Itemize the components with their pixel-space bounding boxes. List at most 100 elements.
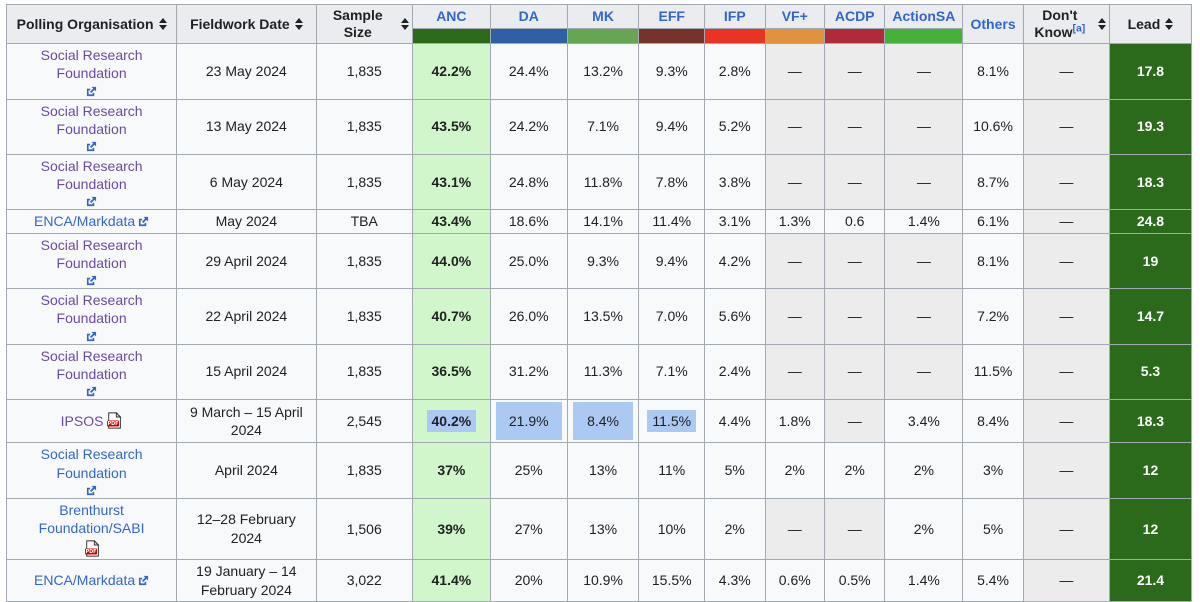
polling-org-link[interactable]: Social Research Foundation	[10, 46, 173, 96]
actionsa-cell: —	[884, 232, 964, 290]
eff-cell: 9.4%	[638, 232, 706, 290]
anc-cell: 37%	[411, 442, 491, 499]
eff-cell: 7.0%	[638, 288, 706, 345]
pdf-icon: PDF	[84, 540, 100, 557]
sample-cell: TBA	[315, 209, 413, 234]
anc-cell: 43.4%	[411, 209, 491, 234]
party-link-da[interactable]: DA	[518, 8, 539, 25]
col-header-others: Others	[962, 3, 1024, 45]
party-link-anc[interactable]: ANC	[436, 8, 467, 25]
table-row: ENCA/Markdata May 2024 TBA 43.4% 18.6% 14.1% 1…	[5, 209, 1193, 234]
party-link-ifp[interactable]: IFP	[723, 8, 746, 25]
ifp-cell: 5.2%	[704, 98, 766, 155]
polling-org-link[interactable]: Social Research Foundation	[10, 102, 173, 152]
sort-icon	[158, 18, 167, 31]
external-link-icon	[139, 216, 149, 226]
anc-cell: 44.0%	[411, 232, 491, 290]
actionsa-cell: 2%	[884, 497, 964, 561]
polling-org-name: Social Research Foundation	[40, 292, 143, 327]
vfplus-cell: —	[764, 343, 825, 400]
col-header-eff: EFF	[638, 3, 706, 30]
others-cell: 11.5%	[962, 343, 1024, 400]
polling-org-name: Social Research Foundation	[40, 157, 143, 193]
polling-org-name: Social Research Foundation	[40, 102, 143, 137]
party-link-actionsa[interactable]: ActionSA	[892, 8, 956, 25]
ifp-cell: 3.1%	[704, 209, 766, 234]
ifp-cell: 5%	[704, 442, 766, 499]
selection-highlight: 40.2%	[426, 409, 477, 433]
polling-org-link[interactable]: IPSOS PDF	[61, 412, 123, 430]
mk-color-bar	[566, 28, 640, 45]
party-link-acdp[interactable]: ACDP	[834, 8, 875, 25]
col-header-polling-organisation[interactable]: Polling Organisation	[5, 3, 178, 45]
lead-cell: 18.3	[1108, 153, 1193, 211]
mk-cell: 8.4%	[566, 398, 640, 444]
acdp-cell: —	[823, 288, 886, 345]
anc-cell: 40.2%	[411, 398, 491, 444]
selection-highlight: 8.4%	[572, 401, 634, 441]
polling-org-link[interactable]: Social Research Foundation	[10, 236, 173, 286]
polling-org-link[interactable]: Social Research Foundation	[10, 445, 173, 495]
external-link-icon	[86, 197, 97, 207]
org-cell: ENCA/Markdata	[5, 209, 178, 234]
lead-cell: 19	[1108, 232, 1193, 290]
selection-highlight: 11.5%	[647, 409, 697, 433]
table-row: Social Research Foundation 22 April 2024 1…	[5, 288, 1193, 345]
org-cell: Social Research Foundation	[5, 98, 178, 155]
eff-cell: 11%	[638, 442, 706, 499]
party-link-vfplus[interactable]: VF+	[781, 8, 808, 25]
ifp-cell: 4.3%	[704, 559, 766, 602]
vfplus-cell: —	[764, 288, 825, 345]
actionsa-cell: —	[884, 153, 964, 211]
others-link[interactable]: Others	[970, 15, 1016, 32]
org-cell: Social Research Foundation	[5, 442, 178, 499]
da-cell: 24.4%	[489, 43, 568, 100]
svg-text:PDF: PDF	[85, 549, 96, 555]
da-cell: 21.9%	[489, 398, 568, 444]
dont-know-cell: —	[1022, 209, 1110, 234]
sort-icon	[1097, 18, 1106, 31]
date-cell: 19 January – 14 February 2024	[176, 559, 317, 602]
acdp-cell: 0.6	[823, 209, 886, 234]
da-cell: 24.2%	[489, 98, 568, 155]
date-cell: 9 March – 15 April 2024	[176, 398, 317, 444]
dont-know-cell: —	[1022, 398, 1110, 444]
sample-cell: 1,835	[315, 442, 413, 499]
polling-org-link[interactable]: ENCA/Markdata	[34, 212, 149, 230]
sort-icon	[400, 18, 409, 31]
ifp-cell: 2%	[704, 497, 766, 561]
acdp-cell: —	[823, 43, 886, 100]
anc-cell: 40.7%	[411, 288, 491, 345]
sample-cell: 1,835	[315, 98, 413, 155]
party-link-mk[interactable]: MK	[592, 8, 614, 25]
col-header-lead[interactable]: Lead	[1108, 3, 1193, 45]
mk-cell: 10.9%	[566, 559, 640, 602]
sample-cell: 2,545	[315, 398, 413, 444]
col-header-ifp: IFP	[704, 3, 766, 30]
col-header-fieldwork-date[interactable]: Fieldwork Date	[176, 3, 317, 45]
sort-icon	[1165, 18, 1174, 31]
lead-cell: 18.3	[1108, 398, 1193, 444]
polling-org-name: Social Research Foundation	[40, 47, 143, 82]
mk-cell: 14.1%	[566, 209, 640, 234]
col-header-anc: ANC	[411, 3, 491, 30]
da-cell: 25%	[489, 442, 568, 499]
polling-org-link[interactable]: Social Research Foundation	[10, 347, 173, 397]
actionsa-cell: —	[884, 43, 964, 100]
mk-cell: 7.1%	[566, 98, 640, 155]
lead-cell: 19.3	[1108, 98, 1193, 155]
others-cell: 10.6%	[962, 98, 1024, 155]
polling-organisation-label: Polling Organisation	[16, 15, 154, 32]
col-header-sample-size[interactable]: Sample Size	[315, 3, 413, 45]
polling-org-link[interactable]: ENCA/Markdata	[34, 571, 149, 589]
footnote-a-link[interactable]: [a]	[1072, 22, 1086, 35]
polling-org-link[interactable]: Brenthurst Foundation/SABI PDF	[10, 501, 173, 557]
polling-org-link[interactable]: Social Research Foundation	[10, 157, 173, 207]
party-link-eff[interactable]: EFF	[658, 8, 685, 25]
date-cell: May 2024	[176, 209, 317, 234]
col-header-dont-know[interactable]: Don't Know[a]	[1022, 3, 1110, 45]
polling-org-link[interactable]: Social Research Foundation	[10, 291, 173, 341]
eff-color-bar	[638, 28, 706, 45]
polling-org-name: Brenthurst Foundation/SABI	[38, 501, 145, 536]
eff-cell: 10%	[638, 497, 706, 561]
